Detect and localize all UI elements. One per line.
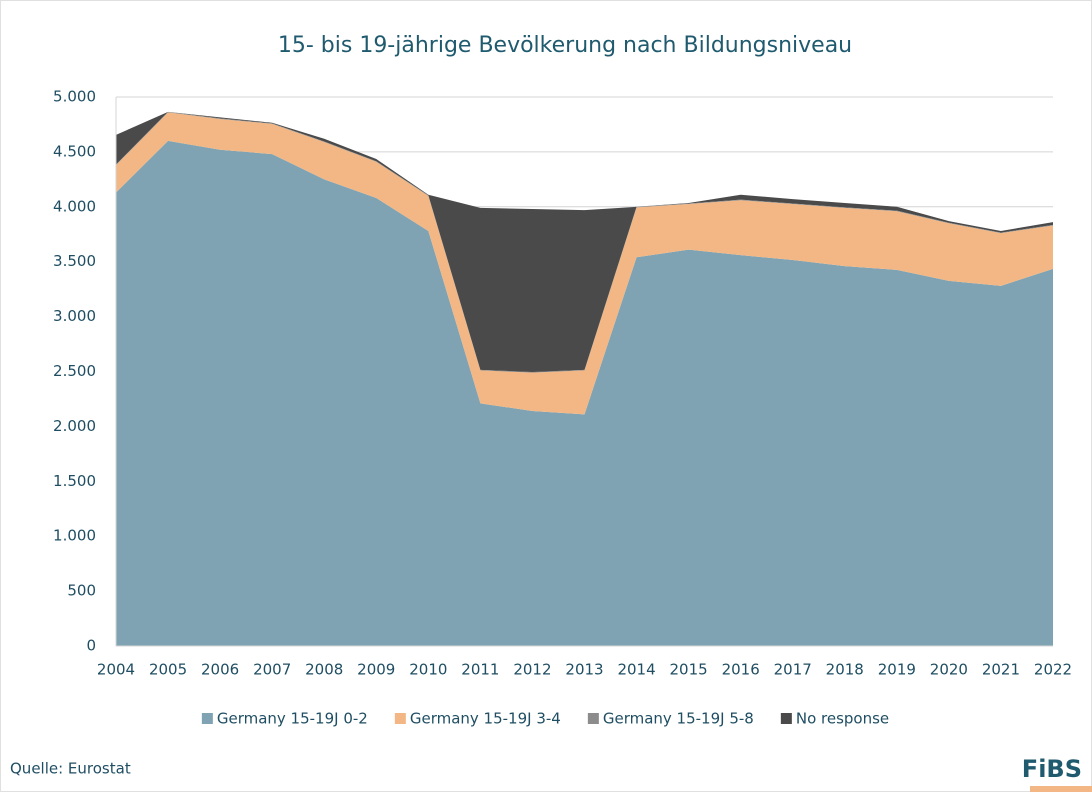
y-tick-label: 3.500 [53,252,96,270]
x-tick-label: 2011 [461,661,499,679]
x-tick-label: 2007 [253,661,291,679]
legend-swatch [780,713,792,724]
x-tick-label: 2004 [97,661,135,679]
y-tick-label: 1.500 [53,472,96,490]
x-tick-label: 2008 [305,661,343,679]
area [116,112,1053,415]
x-tick-label: 2021 [982,661,1020,679]
chart-title: 15- bis 19-jährige Bevölkerung nach Bild… [278,33,852,58]
y-tick-label: 1.000 [53,527,96,545]
x-tick-label: 2016 [722,661,760,679]
y-tick-label: 0 [86,637,96,655]
legend-label: Germany 15-19J 5-8 [603,710,754,728]
area [116,111,1053,373]
x-tick-label: 2009 [357,661,395,679]
x-tick-label: 2015 [670,661,708,679]
x-tick-label: 2005 [149,661,187,679]
legend-swatch [201,713,213,724]
y-tick-label: 5.000 [53,88,96,106]
legend-swatch [587,713,599,724]
x-tick-label: 2012 [513,661,551,679]
y-tick-label: 500 [67,582,96,600]
y-tick-label: 4.000 [53,197,96,215]
x-tick-label: 2020 [930,661,968,679]
legend-label: Germany 15-19J 0-2 [217,710,368,728]
y-tick-label: 2.000 [53,417,96,435]
area [116,140,1053,647]
x-tick-label: 2010 [409,661,447,679]
source: Quelle: Eurostat [10,760,131,778]
x-tick-label: 2013 [565,661,603,679]
y-tick-label: 3.000 [53,307,96,325]
x-tick-label: 2017 [774,661,812,679]
y-tick-label: 2.500 [53,362,96,380]
x-tick-label: 2014 [617,661,655,679]
x-tick-label: 2006 [201,661,239,679]
legend-label: Germany 15-19J 3-4 [410,710,561,728]
x-tick-label: 2022 [1034,661,1072,679]
logo-bar [1030,786,1092,792]
legend-swatch [394,713,406,724]
legend-label: No response [796,710,889,728]
x-tick-label: 2019 [878,661,916,679]
y-tick-label: 4.500 [53,142,96,160]
logo: FiBS [1022,755,1082,783]
x-tick-label: 2018 [826,661,864,679]
